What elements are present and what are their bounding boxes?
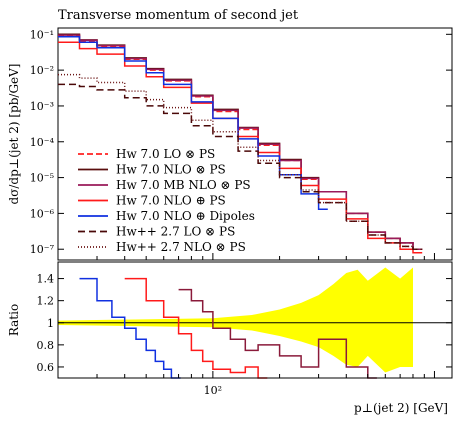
ratio-series-line <box>79 277 181 379</box>
ratio-y-tick-label: 0.8 <box>37 339 55 352</box>
legend-label: Hw 7.0 LO ⊗ PS <box>116 147 215 161</box>
chart-title: Transverse momentum of second jet <box>58 8 299 23</box>
ratio-y-tick-label: 1 <box>47 317 54 330</box>
main-y-tick-label: 10⁻⁶ <box>30 207 55 220</box>
ratio-y-tick-label: 0.6 <box>37 361 55 374</box>
series-line <box>58 73 423 250</box>
legend-label: Hw 7.0 MB NLO ⊗ PS <box>116 178 251 192</box>
uncertainty-band <box>58 267 413 373</box>
main-y-tick-label: 10⁻² <box>30 64 54 77</box>
ratio-plot-frame <box>57 261 453 379</box>
main-y-tick-label: 10⁻⁴ <box>30 136 55 149</box>
ratio-axis-label: Ratio <box>7 304 21 336</box>
main-panel: 10⁻¹ 10⁻² 10⁻³ 10⁻⁴ 10⁻⁵ 10⁻⁶ 10⁻⁷ <box>30 27 453 261</box>
main-plot-frame <box>57 27 453 261</box>
ratio-series-line <box>178 288 377 379</box>
ratio-y-tick-label: 1.2 <box>37 295 55 308</box>
legend-label: Hw++ 2.7 LO ⊗ PS <box>116 225 235 239</box>
x-axis-label: p⊥(jet 2) [GeV] <box>354 401 448 415</box>
main-y-tick-label: 10⁻³ <box>30 100 54 113</box>
main-y-tick-label: 10⁻¹ <box>30 28 54 41</box>
legend-label: Hw++ 2.7 NLO ⊗ PS <box>116 240 246 254</box>
legend-label: Hw 7.0 NLO ⊗ PS <box>116 163 226 177</box>
ratio-y-tick-label: 1.4 <box>37 273 55 286</box>
x-tick-label: 10² <box>204 384 222 397</box>
y-axis-label: dσ/dp⊥(jet 2) [pb/GeV] <box>7 64 21 205</box>
legend-label: Hw 7.0 NLO ⊕ PS <box>116 194 226 208</box>
ratio-panel: 0.6 0.8 1 1.2 1.4 10² <box>37 261 453 397</box>
legend-label: Hw 7.0 NLO ⊕ Dipoles <box>116 209 255 223</box>
main-y-tick-label: 10⁻⁷ <box>30 243 55 256</box>
main-y-tick-label: 10⁻⁵ <box>30 172 54 185</box>
ratio-series-line <box>124 277 268 379</box>
